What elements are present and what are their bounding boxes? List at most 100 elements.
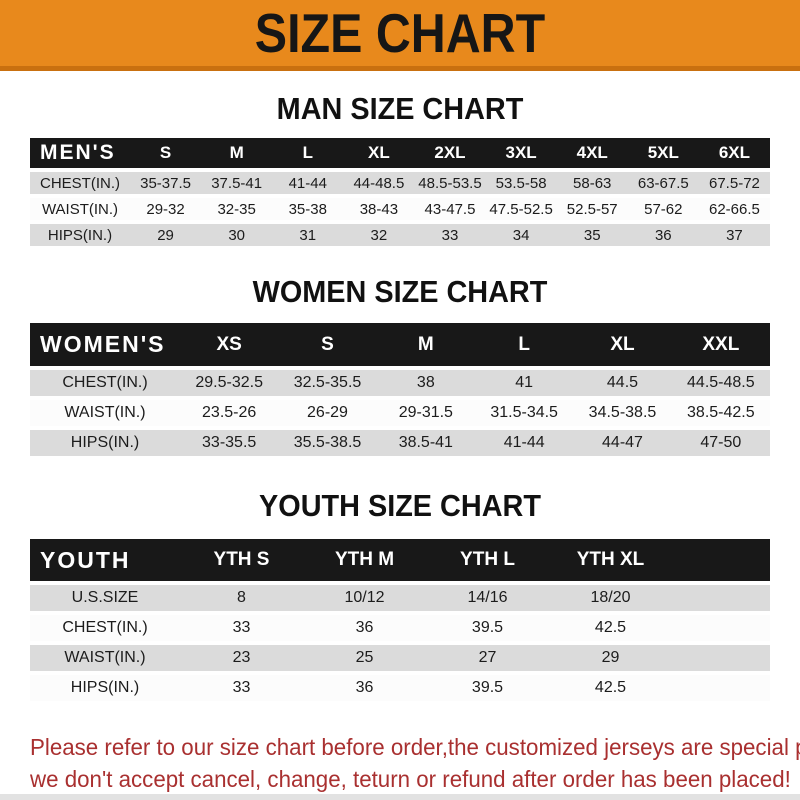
table-cell: 62-66.5 — [709, 200, 760, 218]
table-cell: 39.5 — [471, 619, 504, 636]
table-cell: 36 — [355, 679, 374, 696]
table-cell: 47.5-52.5 — [489, 200, 553, 218]
table-cell: 14/16 — [467, 589, 508, 606]
row-label: HIPS(IN.) — [47, 226, 113, 244]
column-header: YTH S — [180, 539, 303, 581]
table-cell: 36 — [654, 226, 672, 244]
table-row: U.S.SIZE 8 10/12 14/16 18/20 — [30, 585, 770, 611]
row-label: HIPS(IN.) — [70, 679, 140, 696]
table-cell: 33 — [232, 619, 251, 636]
header-filler-cell — [672, 539, 770, 581]
table-cell: 33-35.5 — [202, 434, 257, 451]
table-cell: 29.5-32.5 — [195, 374, 263, 391]
row-label: HIPS(IN.) — [70, 434, 140, 451]
table-row: WAIST(IN.) 29-32 32-35 35-38 38-43 43-47.5 47.… — [30, 198, 770, 220]
table-cell: 34.5-38.5 — [588, 404, 657, 421]
table-cell: 30 — [228, 226, 245, 244]
column-header: S — [130, 138, 202, 168]
table-cell: 42.5 — [594, 679, 627, 696]
table-cell: 48.5-53.5 — [418, 174, 482, 192]
row-label: CHEST(IN.) — [40, 174, 120, 192]
column-header: L — [474, 323, 574, 366]
women-table-header-row: WOMEN'S XS S M L XL XXL — [30, 323, 770, 366]
men-section: MAN SIZE CHART MEN'S S M L XL 2XL 3XL 4XL 5XL 6XL… — [0, 93, 800, 250]
table-cell: 29-32 — [146, 200, 185, 218]
filler-cell — [672, 585, 770, 611]
table-row: WAIST(IN.) 23.5-26 26-29 29-31.5 31.5-34.5 34… — [30, 400, 770, 426]
column-header: XL — [573, 323, 672, 366]
table-cell: 35.5-38.5 — [293, 434, 362, 451]
table-cell: 39.5 — [471, 679, 504, 696]
table-row: HIPS(IN.) 33-35.5 35.5-38.5 38.5-41 41-44 44-… — [30, 430, 770, 456]
filler-cell — [672, 645, 770, 671]
column-header: YTH L — [426, 539, 549, 581]
youth-section-heading: YOUTH SIZE CHART — [259, 488, 541, 523]
table-row: HIPS(IN.) 29 30 31 32 33 34 35 36 37 — [30, 224, 770, 246]
table-cell: 42.5 — [594, 619, 627, 636]
filler-cell — [672, 675, 770, 701]
table-cell: 44-48.5 — [353, 174, 405, 192]
row-label: CHEST(IN.) — [62, 374, 148, 391]
men-table-header-row: MEN'S S M L XL 2XL 3XL 4XL 5XL 6XL — [30, 138, 770, 168]
table-cell: 37 — [726, 226, 743, 244]
row-label: WAIST(IN.) — [64, 404, 146, 421]
column-header: 2XL — [414, 138, 486, 168]
row-label: CHEST(IN.) — [62, 619, 148, 636]
table-cell: 41-44 — [503, 434, 545, 451]
table-cell: 25 — [355, 649, 374, 666]
table-cell: 31.5-34.5 — [490, 404, 558, 421]
table-cell: 52.5-57 — [566, 200, 618, 218]
column-header: S — [278, 323, 377, 366]
table-cell: 57-62 — [644, 200, 683, 218]
disclaimer-line-2: we don't accept cancel, change, teturn o… — [30, 766, 791, 792]
column-header: M — [376, 323, 475, 366]
table-cell: 35-37.5 — [140, 174, 191, 192]
table-row: HIPS(IN.) 33 36 39.5 42.5 — [30, 675, 770, 701]
table-cell: 44-47 — [602, 434, 643, 451]
table-cell: 67.5-72 — [709, 174, 760, 192]
women-size-table: WOMEN'S XS S M L XL XXL CHEST(IN.) 29.5-32.5 32.… — [30, 319, 770, 460]
table-cell: 23 — [232, 649, 251, 666]
table-cell: 8 — [237, 589, 246, 606]
table-row: WAIST(IN.) 23 25 27 29 — [30, 645, 770, 671]
table-cell: 33 — [441, 226, 459, 244]
women-section-heading: WOMEN SIZE CHART — [252, 274, 548, 309]
women-section: WOMEN SIZE CHART WOMEN'S XS S M L XL XXL CHEST… — [0, 276, 800, 460]
table-cell: 33 — [232, 679, 251, 696]
table-cell: 32-35 — [217, 200, 256, 218]
table-cell: 58-63 — [573, 174, 612, 192]
table-cell: 18/20 — [590, 589, 631, 606]
youth-section: YOUTH SIZE CHART YOUTH YTH S YTH M YTH L YTH… — [0, 490, 800, 705]
filler-cell — [672, 615, 770, 641]
table-cell: 41 — [515, 374, 534, 391]
table-cell: 44.5 — [606, 374, 639, 391]
table-cell: 44.5-48.5 — [687, 374, 755, 391]
table-cell: 38 — [416, 374, 435, 391]
column-header: XL — [343, 138, 415, 168]
row-label: U.S.SIZE — [71, 589, 139, 606]
column-header: YTH XL — [549, 539, 672, 581]
table-row: CHEST(IN.) 29.5-32.5 32.5-35.5 38 41 44.5 44.5… — [30, 370, 770, 396]
table-cell: 27 — [478, 649, 497, 666]
table-cell: 37.5-41 — [211, 174, 263, 192]
row-label: WAIST(IN.) — [41, 200, 119, 218]
table-cell: 32.5-35.5 — [293, 374, 362, 391]
table-cell: 29-31.5 — [398, 404, 453, 421]
banner: SIZE CHART — [0, 0, 800, 71]
table-corner-label: YOUTH — [30, 539, 180, 581]
table-cell: 38.5-41 — [398, 434, 453, 451]
table-cell: 47-50 — [700, 434, 742, 451]
men-size-table: MEN'S S M L XL 2XL 3XL 4XL 5XL 6XL CHEST(IN.) 35-3… — [30, 134, 770, 250]
page-title: SIZE CHART — [254, 1, 546, 64]
column-header: 4XL — [556, 138, 628, 168]
table-row: CHEST(IN.) 33 36 39.5 42.5 — [30, 615, 770, 641]
table-cell: 32 — [370, 226, 388, 244]
column-header: L — [272, 138, 344, 168]
table-cell: 10/12 — [344, 589, 385, 606]
column-header: 6XL — [698, 138, 770, 168]
column-header: 5XL — [627, 138, 699, 168]
table-cell: 43-47.5 — [424, 200, 476, 218]
column-header: M — [201, 138, 273, 168]
table-corner-label: MEN'S — [30, 138, 130, 168]
table-cell: 53.5-58 — [495, 174, 547, 192]
